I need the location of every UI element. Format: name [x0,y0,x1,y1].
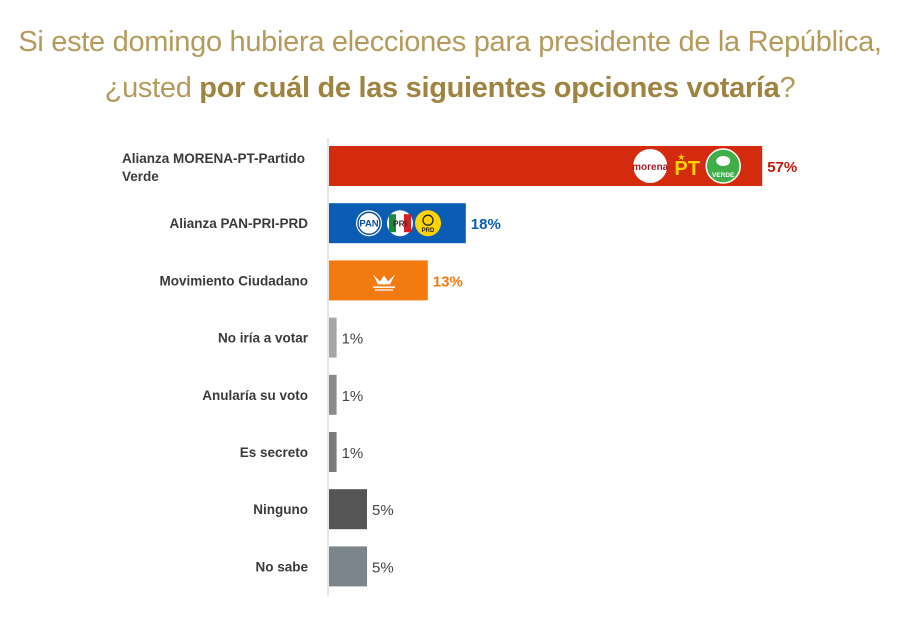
prd-logo-icon: PRD [415,210,441,237]
chart-title-suffix: ? [779,72,796,104]
svg-text:PRD: PRD [422,228,435,234]
chart-title-emphasis: por cuál de las siguientes opciones vota… [199,72,780,104]
data-label: 5% [372,502,394,519]
svg-text:PT: PT [674,158,700,180]
data-label: 18% [471,216,501,233]
mc-logo-icon [373,274,395,291]
category-label: No iría a votar [218,331,309,346]
pan-logo-icon: PAN [356,210,382,237]
pri-logo-icon: PRI [387,210,413,237]
svg-text:PRI: PRI [393,219,407,229]
svg-text:★: ★ [677,152,685,162]
data-label: 1% [342,445,364,462]
category-label: Alianza MORENA-PT-Partido Verde [122,151,305,184]
bar [329,317,337,358]
category-label: Alianza PAN-PRI-PRD [169,216,308,231]
bar-logos: PAN PRI PRD [356,210,441,237]
data-label: 5% [372,559,394,576]
bar [329,146,763,186]
svg-text:morena: morena [632,162,669,173]
bar [329,546,367,587]
bar [329,374,337,415]
data-label: 13% [433,273,463,290]
bar-logos [373,274,395,291]
category-label: No sabe [255,559,308,574]
bar-logos: morena ★PT VERDE [632,148,741,184]
data-label: 1% [342,388,364,405]
bar [329,432,337,472]
pt-logo-icon: ★PT [674,152,700,180]
chart-title-line-2: ¿usted por cuál de las siguientes opcion… [0,66,900,110]
category-label: Anularía su voto [202,388,308,403]
category-label: Movimiento Ciudadano [160,273,309,288]
chart-title-prefix: ¿usted [104,72,200,104]
morena-logo-icon: morena [632,149,669,183]
verde-logo-icon: VERDE [705,148,741,184]
data-label: 1% [342,331,364,348]
chart-title-line-1: Si este domingo hubiera elecciones para … [18,26,882,58]
category-label: Es secreto [240,445,308,460]
svg-text:PAN: PAN [359,219,378,230]
svg-text:VERDE: VERDE [712,172,735,179]
data-label: 57% [767,159,797,176]
bar [329,489,367,530]
category-label: Ninguno [253,502,308,517]
